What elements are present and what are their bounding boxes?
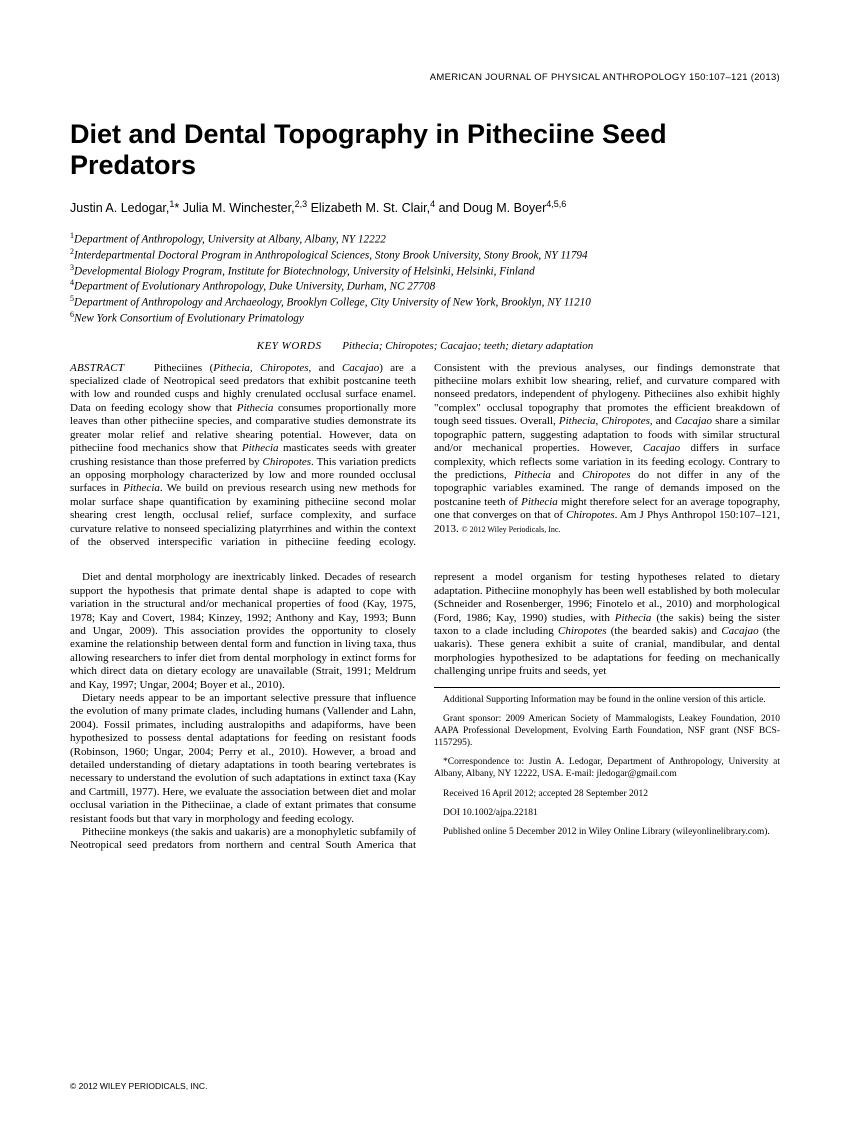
copyright-line: © 2012 WILEY PERIODICALS, INC. <box>70 1081 207 1091</box>
affiliation-1: Department of Anthropology, University a… <box>74 234 386 246</box>
article-title: Diet and Dental Topography in Pitheciine… <box>70 119 780 181</box>
footnote-published: Published online 5 December 2012 in Wile… <box>434 826 780 838</box>
affiliations: 1Department of Anthropology, University … <box>70 231 780 325</box>
footnotes-block: Additional Supporting Information may be… <box>434 687 780 838</box>
abstract-label: ABSTRACT <box>70 362 124 374</box>
keywords-label: KEY WORDS <box>257 340 322 352</box>
footnote-supporting: Additional Supporting Information may be… <box>434 694 780 706</box>
body-para-1: Diet and dental morphology are inextrica… <box>70 571 416 692</box>
footnote-doi: DOI 10.1002/ajpa.22181 <box>434 807 780 819</box>
body-columns: Diet and dental morphology are inextrica… <box>70 571 780 853</box>
affiliation-5: Department of Anthropology and Archaeolo… <box>74 297 591 309</box>
affiliation-6: New York Consortium of Evolutionary Prim… <box>74 313 304 325</box>
journal-header: AMERICAN JOURNAL OF PHYSICAL ANTHROPOLOG… <box>70 72 780 83</box>
affiliation-4: Department of Evolutionary Anthropology,… <box>74 281 435 293</box>
abstract-text: Pitheciines (Pithecia, Chiropotes, and C… <box>70 362 780 548</box>
affiliation-3: Developmental Biology Program, Institute… <box>74 265 535 277</box>
abstract-columns: ABSTRACT Pitheciines (Pithecia, Chiropot… <box>70 362 780 550</box>
affiliation-2: Interdepartmental Doctoral Program in An… <box>74 250 588 262</box>
footnote-grant: Grant sponsor: 2009 American Society of … <box>434 713 780 749</box>
keywords-terms: Pithecia; Chiropotes; Cacajao; teeth; di… <box>342 340 593 352</box>
footnote-received: Received 16 April 2012; accepted 28 Sept… <box>434 788 780 800</box>
copyright-text: © 2012 WILEY PERIODICALS, INC. <box>70 1081 207 1091</box>
abstract-body: ABSTRACT Pitheciines (Pithecia, Chiropot… <box>70 362 780 548</box>
author-list: Justin A. Ledogar,1* Julia M. Winchester… <box>70 199 780 215</box>
keywords-row: KEY WORDS Pithecia; Chiropotes; Cacajao;… <box>70 340 780 352</box>
page-root: AMERICAN JOURNAL OF PHYSICAL ANTHROPOLOG… <box>0 0 850 1125</box>
body-para-2: Dietary needs appear to be an important … <box>70 692 416 826</box>
footnote-correspondence: *Correspondence to: Justin A. Ledogar, D… <box>434 756 780 780</box>
